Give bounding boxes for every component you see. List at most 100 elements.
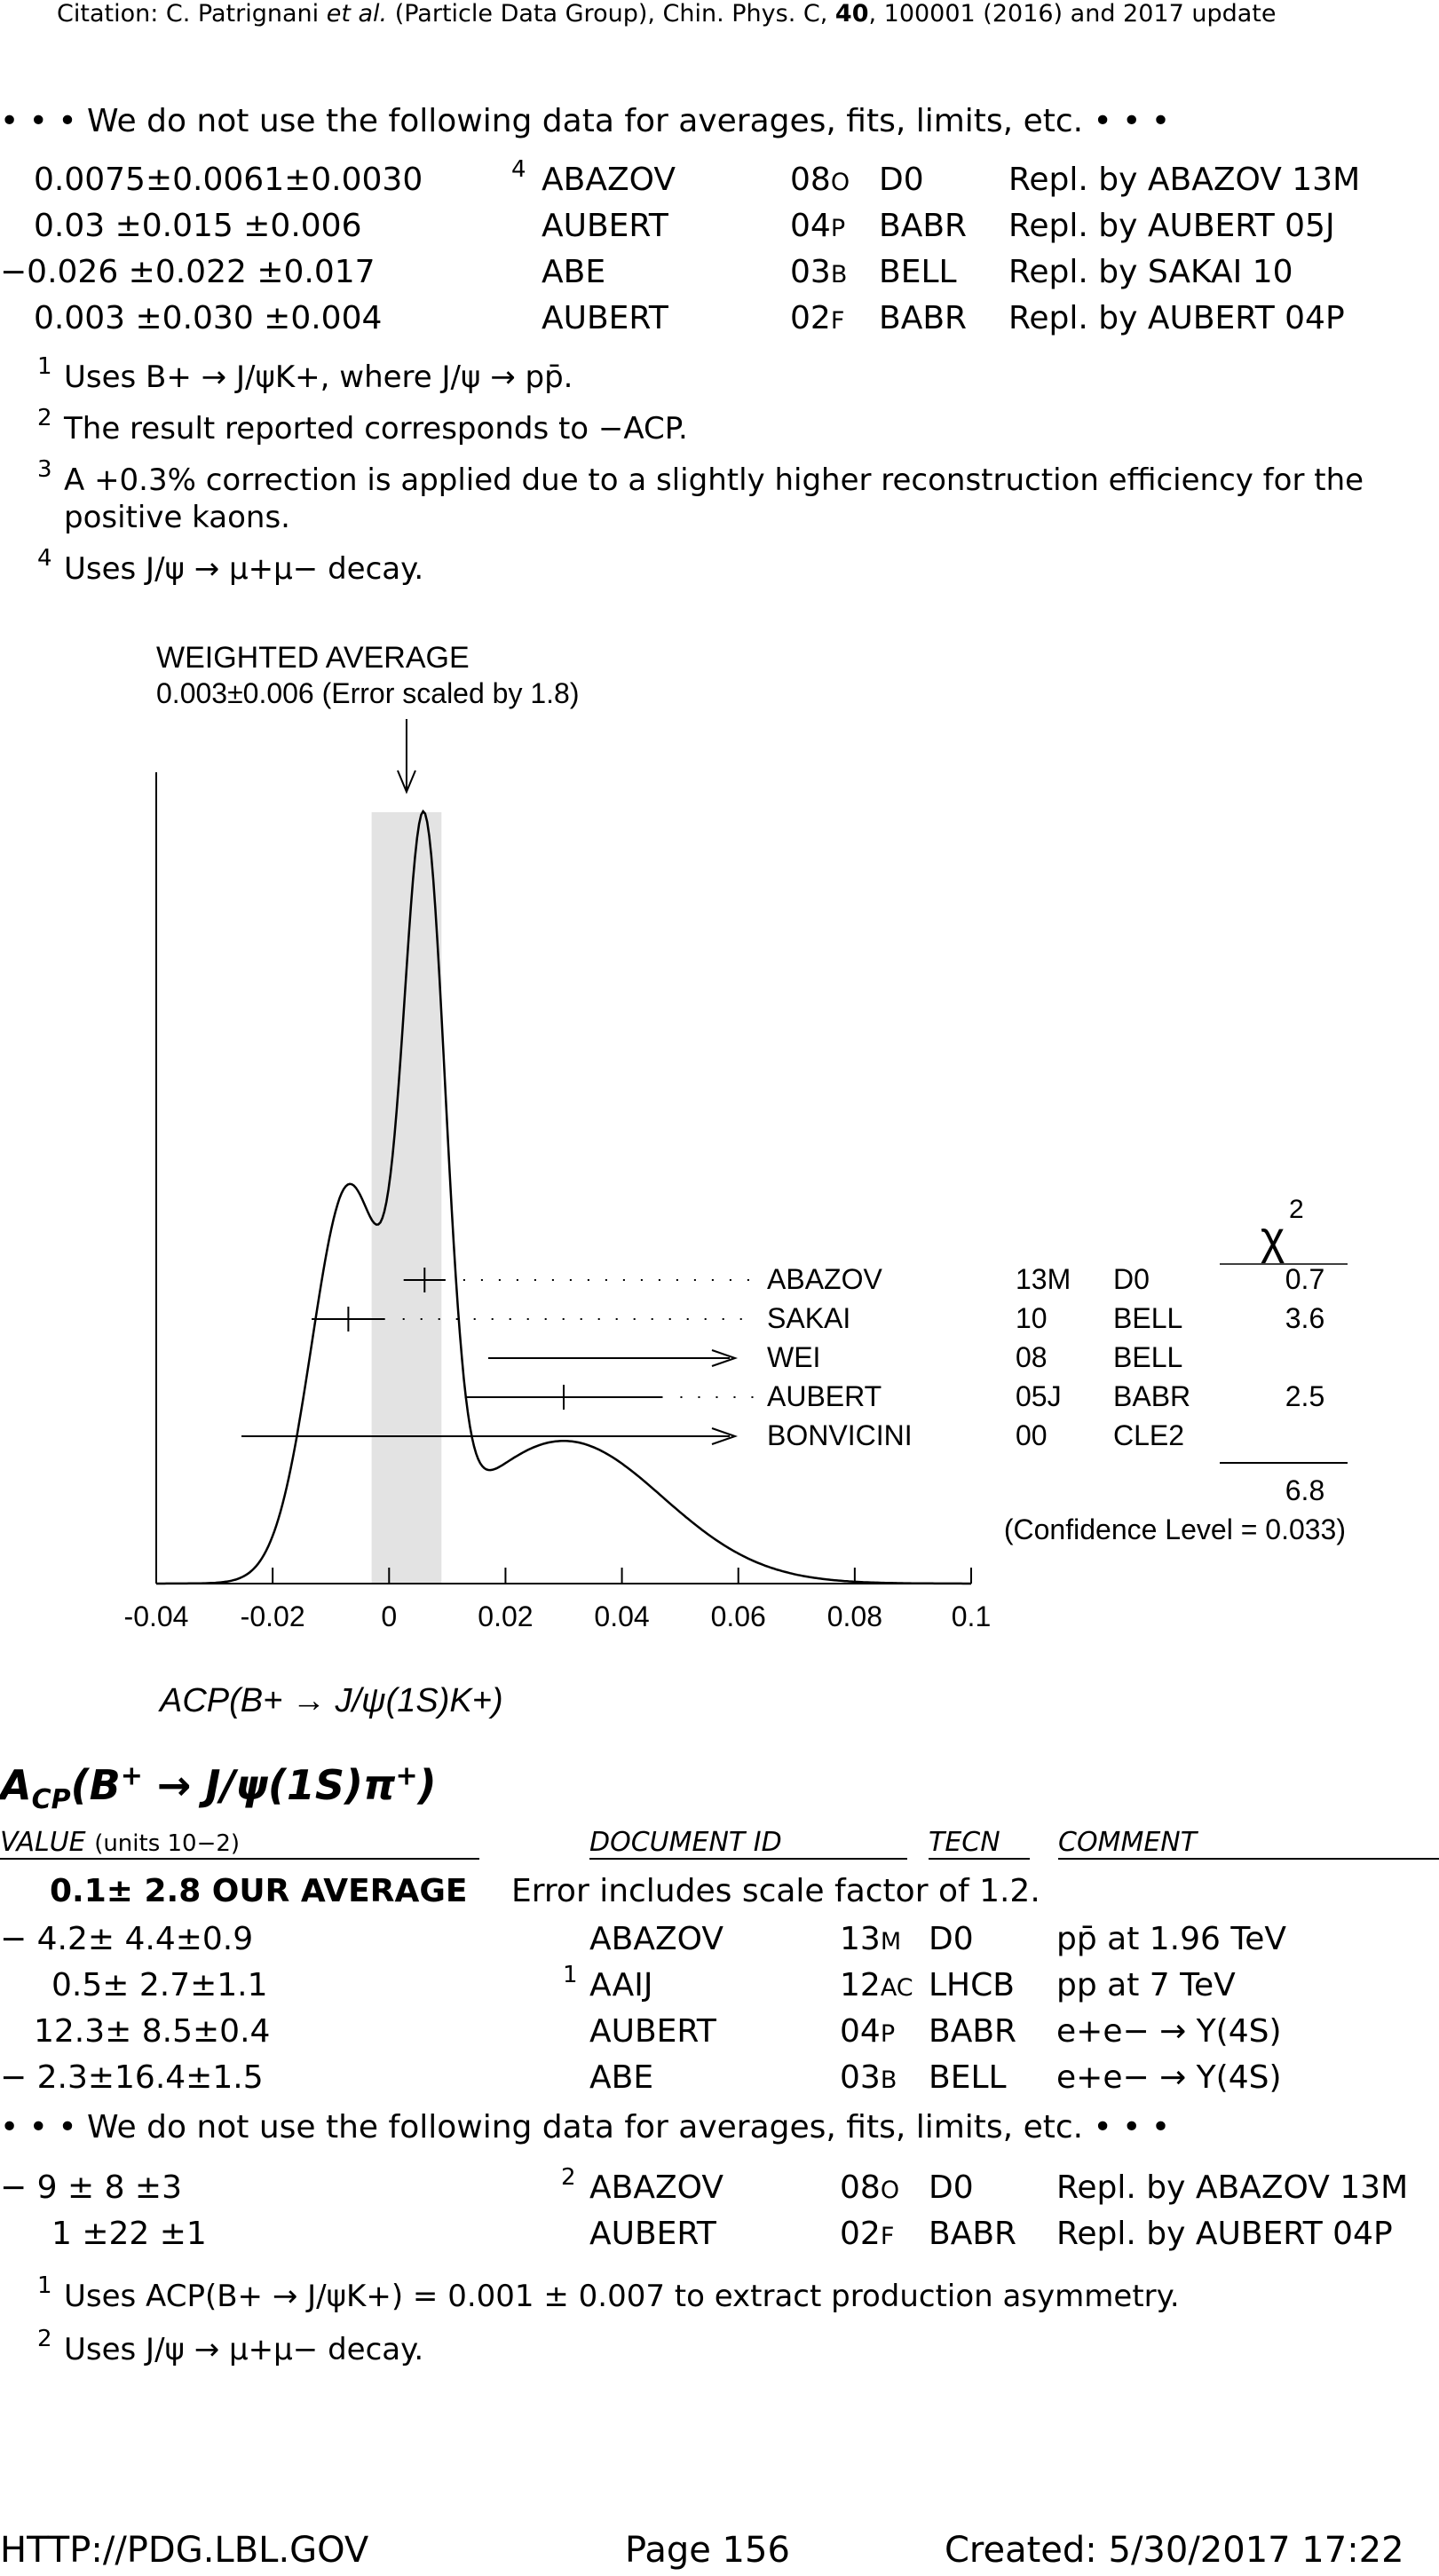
x-tick-label: 0.04: [594, 1600, 649, 1632]
ref-letter: F: [880, 2223, 895, 2250]
x-tick-label: -0.04: [124, 1600, 189, 1632]
author-cell: AUBERT: [589, 2013, 716, 2050]
year-text: 02: [840, 2216, 881, 2252]
measurement-author: AUBERT: [767, 1380, 882, 1412]
x-tick-label: 0.02: [478, 1600, 533, 1632]
chi2-header-sup: 2: [1289, 1195, 1304, 1224]
year-text: 03: [840, 2059, 881, 2096]
author-cell: AUBERT: [542, 208, 668, 244]
measurement-tecn: D0: [1113, 1263, 1150, 1295]
measurement-tecn: BELL: [1113, 1341, 1182, 1373]
average-band: [371, 812, 442, 1584]
measurement-author: BONVICINI: [767, 1419, 913, 1451]
x-tick-label: 0.1: [952, 1600, 991, 1632]
author-cell: ABAZOV: [589, 1921, 723, 1957]
footnote-marker: 4: [511, 156, 526, 183]
ref-letter: AC: [880, 1974, 913, 2002]
x-tick-label: 0.08: [827, 1600, 882, 1632]
comment-cell: e+e− → Υ(4S): [1056, 2013, 1282, 2050]
comment-cell: Repl. by ABAZOV 13M: [1056, 2169, 1409, 2206]
footnote-text: Uses J/ψ → μ+μ− decay.: [64, 551, 424, 587]
footer-url[interactable]: HTTP://PDG.LBL.GOV: [0, 2530, 369, 2571]
measurement-ref: 10: [1016, 1302, 1048, 1334]
ref-letter: M: [880, 1928, 902, 1956]
year-text: 12: [840, 1967, 881, 2003]
footer-created: Created: 5/30/2017 17:22: [945, 2530, 1404, 2571]
average-arrow-head: [397, 770, 416, 794]
measurement-chi2: 3.6: [1285, 1302, 1324, 1334]
year-text: 08: [790, 162, 831, 198]
value-cell: 12.3± 8.5±0.4: [34, 2013, 271, 2050]
not-used-notice: • • • We do not use the following data f…: [0, 103, 1171, 139]
measurement-author: WEI: [767, 1341, 820, 1373]
measurement-chi2: 2.5: [1285, 1380, 1324, 1412]
comment-cell: pp̄ at 1.96 TeV: [1056, 1921, 1287, 1957]
measurement-ref: 08: [1016, 1341, 1048, 1373]
footnote-number: 4: [37, 545, 52, 572]
footnote-marker: 1: [563, 1962, 578, 1988]
chart-title: WEIGHTED AVERAGE: [156, 641, 470, 675]
table-header: VALUE (units 10−2) DOCUMENT ID TECN COMM…: [0, 1827, 1439, 1868]
tecn-cell: D0: [929, 1921, 974, 1957]
value-cell: 0.5± 2.7±1.1: [51, 1967, 268, 2003]
year-text: 13: [840, 1921, 881, 1957]
year-cell: 02F: [790, 300, 844, 340]
footnote-text: A +0.3% correction is applied due to a s…: [64, 462, 1364, 498]
footnote-text: The result reported corresponds to −ACP.: [64, 411, 688, 446]
author-cell: ABAZOV: [589, 2169, 723, 2206]
value-cell: 1 ±22 ±1: [51, 2216, 207, 2252]
author-cell: AUBERT: [542, 300, 668, 336]
year-text: 04: [840, 2013, 881, 2050]
col-tecn-header: TECN: [929, 1827, 1030, 1860]
value-cell: − 9 ± 8 ±3: [0, 2169, 182, 2206]
ref-letter: B: [830, 261, 848, 288]
off-scale-arrow-head: [711, 1349, 739, 1367]
measurement-author: ABAZOV: [767, 1263, 882, 1295]
measurement-tecn: BELL: [1113, 1302, 1182, 1334]
ref-letter: O: [880, 2177, 900, 2204]
tecn-cell: BABR: [879, 208, 968, 244]
footnote-text: positive kaons.: [64, 500, 290, 535]
tecn-cell: LHCB: [929, 1967, 1015, 2003]
off-scale-arrow-head: [711, 1427, 739, 1445]
value-cell: −0.026 ±0.022 ±0.017: [0, 254, 376, 290]
comment-cell: Repl. by AUBERT 05J: [1008, 208, 1335, 244]
col-comment-header: COMMENT: [1058, 1827, 1439, 1860]
ref-letter: O: [830, 169, 850, 196]
tecn-cell: D0: [879, 162, 924, 198]
not-used-notice-2: • • • We do not use the following data f…: [0, 2109, 1171, 2145]
section-title: ACP(B+ → J/ψ(1S)π+): [0, 1760, 437, 1816]
ideogram-curve: [156, 809, 971, 1585]
value-cell: 0.0075±0.0061±0.0030: [34, 162, 423, 198]
author-cell: ABAZOV: [542, 162, 676, 198]
comment-cell: Repl. by ABAZOV 13M: [1008, 162, 1361, 198]
year-cell: 03B: [840, 2059, 897, 2099]
author-cell: ABE: [589, 2059, 654, 2096]
x-tick-label: -0.02: [241, 1600, 305, 1632]
measurement-ref: 05J: [1016, 1380, 1062, 1412]
tecn-cell: BABR: [929, 2216, 1017, 2252]
comment-cell: Repl. by SAKAI 10: [1008, 254, 1293, 290]
footnote-text: Uses ACP(B+ → J/ψK+) = 0.001 ± 0.007 to …: [64, 2279, 1180, 2314]
chi2-header: χ: [1261, 1213, 1285, 1264]
x-tick-label: 0: [381, 1600, 397, 1632]
measurement-ref: 13M: [1016, 1263, 1071, 1295]
tecn-cell: D0: [929, 2169, 974, 2206]
value-cell: 0.003 ±0.030 ±0.004: [34, 300, 383, 336]
ref-letter: F: [830, 307, 845, 335]
comment-cell: pp at 7 TeV: [1056, 1967, 1236, 2003]
footnote-number: 2: [37, 2326, 52, 2352]
year-cell: 08O: [790, 162, 850, 201]
our-average-row: 0.1± 2.8 OUR AVERAGE: [50, 1873, 468, 1909]
measurement-chi2: 0.7: [1285, 1263, 1324, 1295]
value-cell: − 4.2± 4.4±0.9: [0, 1921, 254, 1957]
footer-page: Page 156: [625, 2530, 790, 2571]
measurement-author: SAKAI: [767, 1302, 850, 1334]
value-cell: 0.03 ±0.015 ±0.006: [34, 208, 362, 244]
year-cell: 12AC: [840, 1967, 913, 2007]
author-cell: ABE: [542, 254, 606, 290]
year-cell: 02F: [840, 2216, 894, 2256]
footnote-number: 2: [37, 405, 52, 431]
year-cell: 04P: [840, 2013, 895, 2053]
